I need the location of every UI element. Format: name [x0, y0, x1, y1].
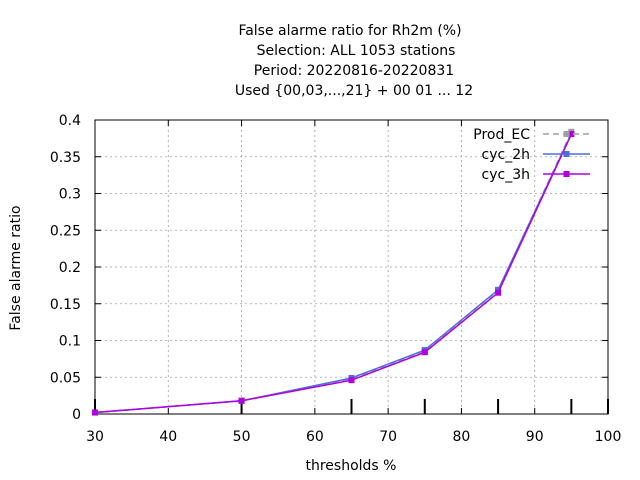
title-line-4: Used {00,03,...,21} + 00 01 ... 12 [235, 83, 473, 99]
series-group [92, 128, 575, 416]
data-point-cyc_3h [92, 409, 98, 416]
y-tick-labels: 0 0.05 0.1 0.15 0.2 0.25 0.3 0.35 0.4 [50, 113, 81, 423]
y-tick-label: 0.25 [50, 223, 81, 239]
y-tick-label: 0.4 [59, 113, 81, 129]
y-tick-label: 0.3 [59, 187, 81, 203]
y-axis-label: False alarme ratio [8, 205, 24, 330]
legend-marker-Prod_EC [563, 131, 570, 137]
legend: Prod_EC cyc_2h cyc_3h [473, 127, 590, 183]
x-tick-label: 70 [379, 429, 397, 445]
title-line-2: Selection: ALL 1053 stations [257, 43, 456, 59]
y-tick-label: 0.15 [50, 297, 81, 313]
legend-label-Prod_EC: Prod_EC [473, 127, 530, 143]
plot-border [94, 119, 609, 415]
y-tick-label: 0.2 [59, 260, 81, 276]
data-point-cyc_3h [348, 377, 355, 384]
x-tick-label: 50 [233, 429, 251, 445]
legend-label-cyc_3h: cyc_3h [482, 167, 530, 183]
x-tick-labels: 30 40 50 60 70 80 90 100 [86, 429, 621, 445]
y-tick-label: 0.05 [50, 370, 81, 386]
data-point-cyc_3h [495, 289, 502, 296]
title-line-3: Period: 20220816-20220831 [254, 63, 454, 79]
data-point-cyc_3h [238, 397, 245, 404]
title-line-1: False alarme ratio for Rh2m (%) [238, 23, 461, 39]
y-tick-label: 0.35 [50, 150, 81, 166]
data-point-cyc_3h [421, 349, 428, 356]
chart-title: False alarme ratio for Rh2m (%) Selectio… [235, 23, 473, 99]
x-axis-label: thresholds % [306, 458, 397, 474]
legend-label-cyc_2h: cyc_2h [482, 147, 530, 163]
y-tick-label: 0 [72, 407, 81, 423]
grid [95, 120, 608, 414]
data-point-cyc_3h [568, 130, 575, 137]
series-line-cyc_3h [94, 133, 573, 414]
x-tick-label: 30 [86, 429, 104, 445]
legend-marker-cyc_2h [563, 151, 570, 157]
x-tick-label: 100 [595, 429, 622, 445]
y-tick-label: 0.1 [59, 334, 81, 350]
x-tick-label: 90 [526, 429, 544, 445]
x-tick-label: 40 [159, 429, 177, 445]
x-tick-label: 60 [306, 429, 324, 445]
legend-marker-cyc_3h [563, 171, 570, 177]
x-tick-label: 80 [453, 429, 471, 445]
